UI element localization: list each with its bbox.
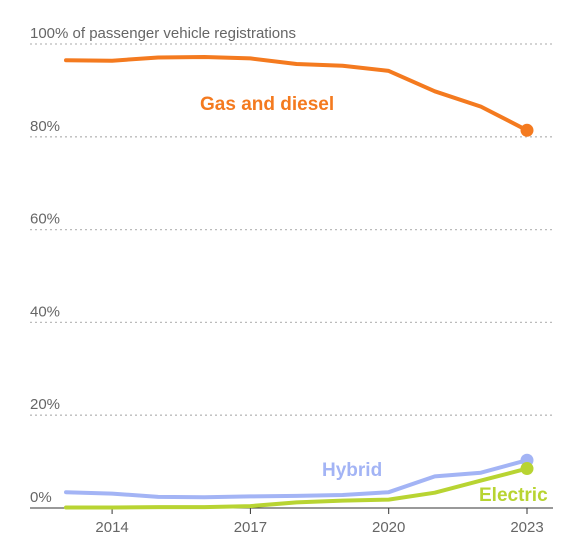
series-label-hybrid: Hybrid (322, 460, 382, 481)
y-tick-label: 100% of passenger vehicle registrations (30, 25, 296, 42)
x-axis: 2014 2017 2020 2023 (95, 508, 544, 536)
y-tick-label: 80% (30, 118, 60, 135)
y-tick-label: 60% (30, 211, 60, 228)
series-lines (64, 55, 534, 510)
series-line-hybrid (64, 458, 529, 500)
y-tick-label: 40% (30, 303, 60, 320)
x-tick-label: 2014 (95, 519, 128, 536)
x-tick-label: 2017 (234, 519, 267, 536)
series-endpoint-gas-and-diesel (520, 123, 534, 137)
series-line-electric (64, 466, 529, 510)
series-labels: Gas and diesel Hybrid Electric (200, 94, 548, 506)
gridlines (30, 43, 553, 509)
series-line-gas-and-diesel (64, 55, 529, 133)
y-tick-label: 0% (30, 489, 52, 506)
series-endpoint-electric (520, 462, 534, 476)
x-tick-label: 2020 (372, 519, 405, 536)
y-tick-label: 20% (30, 396, 60, 413)
x-tick-label: 2023 (510, 519, 543, 536)
y-axis-tick-labels: 0% 20% 40% 60% 80% 100% of passenger vehicle … (30, 25, 296, 506)
series-label-electric: Electric (479, 485, 548, 506)
series-label-gas-and-diesel: Gas and diesel (200, 94, 334, 115)
